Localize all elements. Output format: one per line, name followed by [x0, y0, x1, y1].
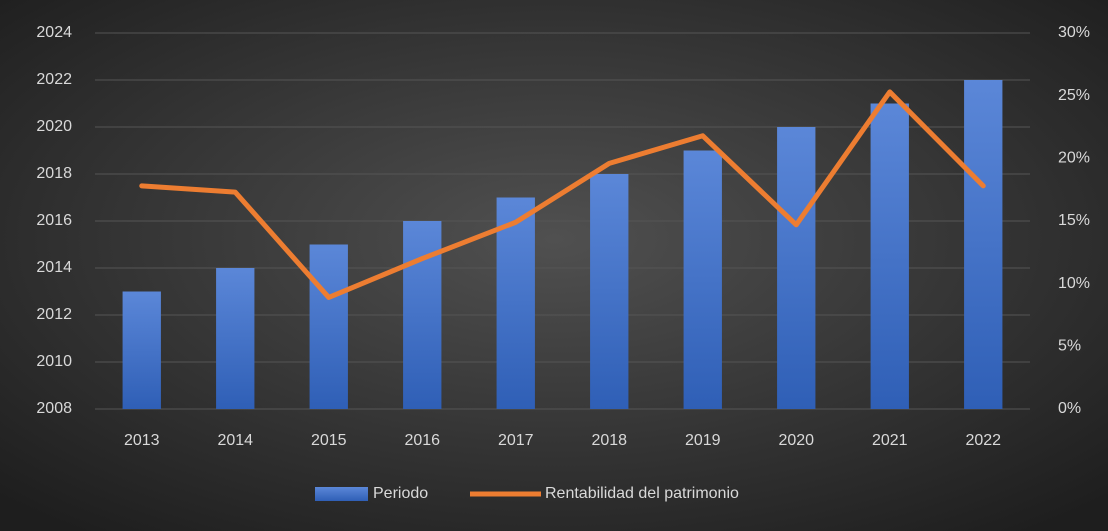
x-tick-label: 2021: [872, 432, 908, 449]
x-tick-label: 2018: [591, 432, 627, 449]
y-tick-label: 2012: [36, 306, 72, 323]
y-tick-label: 2014: [36, 259, 72, 276]
bar: [777, 127, 816, 409]
y-tick-label: 2008: [36, 400, 72, 417]
bar: [964, 80, 1003, 409]
bar: [309, 244, 348, 409]
y2-tick-label: 5%: [1058, 338, 1081, 355]
x-tick-label: 2017: [498, 432, 534, 449]
bar: [122, 291, 161, 409]
bar: [870, 103, 909, 409]
y-tick-label: 2020: [36, 118, 72, 135]
bar: [683, 150, 722, 409]
y2-tick-label: 15%: [1058, 212, 1090, 229]
bar: [403, 221, 442, 409]
y-tick-label: 2018: [36, 165, 72, 182]
x-tick-label: 2013: [124, 432, 160, 449]
y2-tick-label: 25%: [1058, 87, 1090, 104]
x-tick-label: 2019: [685, 432, 721, 449]
y-tick-label: 2010: [36, 353, 72, 370]
y2-tick-label: 20%: [1058, 150, 1090, 167]
legend-label: Rentabilidad del patrimonio: [545, 485, 739, 502]
y-tick-label: 2016: [36, 212, 72, 229]
y2-tick-label: 0%: [1058, 400, 1081, 417]
y2-tick-label: 30%: [1058, 24, 1090, 41]
x-tick-label: 2022: [965, 432, 1001, 449]
x-tick-label: 2016: [404, 432, 440, 449]
y2-tick-label: 10%: [1058, 275, 1090, 292]
bar: [496, 197, 535, 409]
bar: [590, 174, 629, 409]
x-tick-label: 2014: [217, 432, 253, 449]
x-tick-label: 2015: [311, 432, 347, 449]
legend-label: Periodo: [373, 485, 428, 502]
legend-swatch: [315, 487, 368, 501]
y-tick-label: 2024: [36, 24, 72, 41]
x-tick-label: 2020: [778, 432, 814, 449]
line: [139, 89, 986, 300]
y-tick-label: 2022: [36, 71, 72, 88]
bar: [216, 268, 255, 409]
